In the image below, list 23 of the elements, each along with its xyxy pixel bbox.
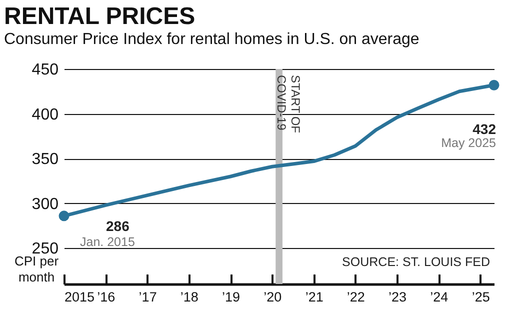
x-tick-label: ’16	[97, 290, 116, 304]
x-tick-label: ’20	[264, 290, 282, 304]
x-tick-label: 2015	[64, 290, 95, 304]
x-tick-label: ’24	[430, 290, 449, 304]
annotation: 286	[106, 218, 130, 234]
annotation: May 2025	[441, 136, 496, 150]
x-tick-label: ’25	[472, 290, 490, 304]
x-tick-label: ’18	[180, 290, 198, 304]
chart-title: RENTAL PRICES	[4, 3, 196, 30]
chart-subtitle: Consumer Price Index for rental homes in U.S. on average	[4, 31, 420, 48]
x-tick-label: ’17	[138, 290, 157, 304]
band-label: START OF COVID-19	[274, 75, 302, 134]
y-tick-label: 400	[32, 106, 59, 124]
y-tick-label: 300	[32, 196, 59, 213]
annotation: 432	[472, 121, 496, 138]
x-tick-label: ’19	[222, 290, 240, 304]
x-tick-label: ’21	[305, 290, 324, 304]
y-tick-label: 450	[32, 62, 59, 78]
annotation: SOURCE: ST. LOUIS FED	[342, 255, 490, 270]
y-tick-label: 350	[32, 151, 59, 168]
x-tick-label: ’23	[388, 290, 407, 304]
x-tick-label: ’22	[346, 290, 365, 304]
annotation: Jan. 2015	[80, 234, 135, 249]
